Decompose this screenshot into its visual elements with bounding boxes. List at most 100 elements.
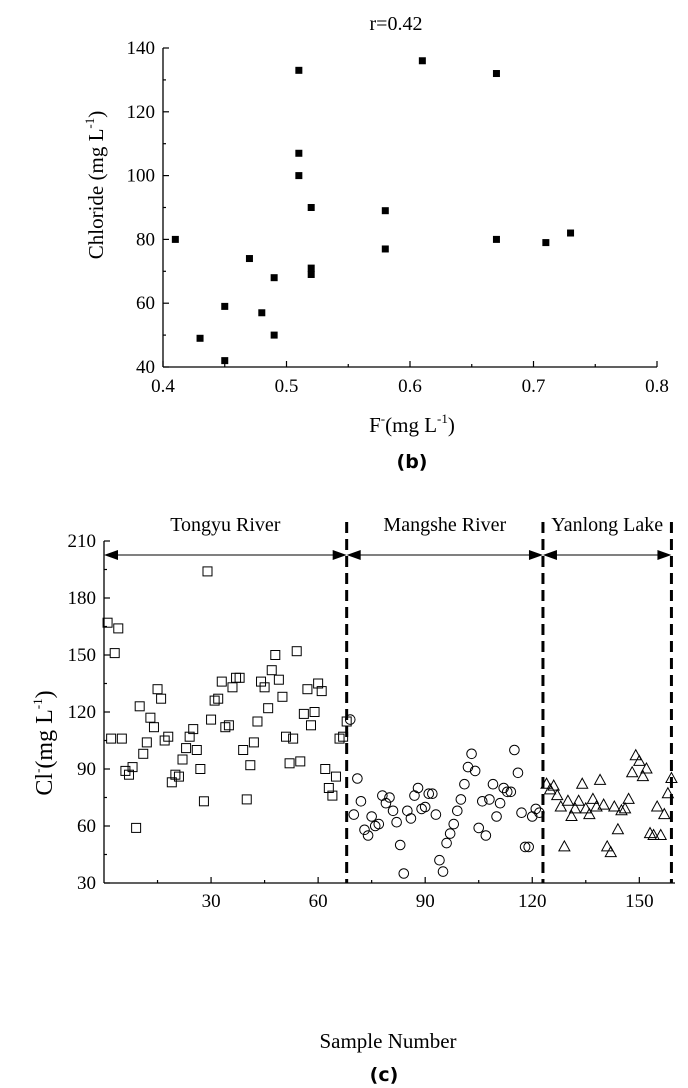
y-axis-title: Cl-(mg L-1) [30,690,58,795]
data-point [567,229,575,237]
data-point [295,66,303,74]
data-point [295,172,303,180]
data-point [295,149,303,157]
data-point [270,331,278,339]
data-point-square [231,672,242,683]
data-point-triangle [590,799,603,812]
data-point-square [316,686,327,697]
data-point-triangle [654,828,668,840]
y-axis-title: Chloride (mg L-1) [82,111,108,260]
data-point-triangle [650,799,664,812]
data-point-square [327,790,338,801]
data-point-square [281,731,292,742]
data-point-circle [373,818,385,830]
data-point-square [206,714,217,725]
y-tick-label: 60 [77,816,96,837]
y-axis-title-base: Chloride (mg L [84,129,108,260]
data-point-square [159,735,170,746]
data-point-triangle [568,801,582,814]
data-point-circle [505,786,517,798]
y-tick-label: 40 [136,357,155,378]
y-tick-label: 120 [127,102,156,123]
data-point-triangle [543,782,557,795]
data-point-triangle [593,773,607,785]
data-point-square [334,733,345,744]
y-axis-title-sup1: - [30,769,45,773]
data-point-circle [423,788,435,800]
data-point-circle [359,824,370,836]
data-point-circle [491,811,502,822]
data-point-circle [473,822,485,834]
panel-label-c: (c) [370,1064,399,1086]
x-tick-label: 0.5 [275,376,299,397]
data-point-circle [512,767,524,779]
data-point-circle [437,866,449,877]
data-point-square [241,794,252,805]
data-point-circle [434,854,445,866]
y-axis-title-end: ) [84,111,108,118]
data-point-square [202,566,213,577]
x-tick-label: 120 [518,891,547,912]
data-point-triangle [600,839,614,852]
data-point-square [220,722,231,733]
data-point-square [109,648,120,659]
data-point-square [106,733,117,744]
data-point-square [213,693,224,704]
region-dividers [345,522,673,883]
data-point-square [123,769,134,780]
data-point-square [277,691,288,702]
data-point-square [173,771,184,782]
data-point-circle [348,809,360,820]
data-point-circle [412,782,424,794]
data-point-circle [409,790,420,801]
x-axis-title-mid: (mg L [385,413,437,437]
data-point-square [170,769,181,780]
data-point-circle [380,797,392,809]
data-point-circle [405,813,417,824]
region-arrow-head [542,550,557,560]
data-point-triangle [579,801,593,814]
data-point-circle [487,778,499,790]
x-axis-title: F-(mg L-1) [369,411,455,437]
y-axis-title-mid: (mg L [32,709,58,768]
y-tick-label: 210 [68,531,97,552]
data-point-triangle [611,822,625,835]
data-point-circle [523,841,534,853]
data-point-square [323,783,334,793]
y-axis-title-sup2: -1 [30,698,45,709]
x-axis-title-end: ) [448,413,455,437]
data-point-square [177,754,188,765]
data-point-square [134,701,145,712]
data-point-square [148,722,159,733]
data-point-square [330,771,341,782]
x-tick-label: 0.4 [151,376,175,397]
data-point-circle [509,744,520,756]
data-point [492,235,500,243]
plot-frame [103,541,675,884]
y-tick-label: 60 [136,293,155,314]
data-point-circle [402,805,413,817]
data-point-triangle [636,769,650,782]
data-point [171,235,179,243]
data-point-triangle [647,828,660,840]
data-point-square [234,672,245,683]
data-point-triangle [665,771,678,783]
x-axis-title: Sample Number [319,1029,456,1053]
data-point-square [127,762,138,773]
x-tick-label: 90 [416,891,435,912]
data-point-square [259,682,270,693]
data-point-triangle [643,826,657,839]
data-point-square [141,737,152,748]
data-point [307,264,315,272]
y-tick-label: 80 [136,229,155,250]
data-point [221,357,229,365]
data-point-circle [362,830,374,841]
data-point-square [120,765,131,776]
data-point-circle [448,818,460,830]
x-tick-label: 0.7 [522,376,546,397]
data-point-circle [352,773,363,784]
data-point-circle [427,788,438,800]
region-arrow-head [528,550,543,560]
panel-label-b: (b) [397,451,428,473]
